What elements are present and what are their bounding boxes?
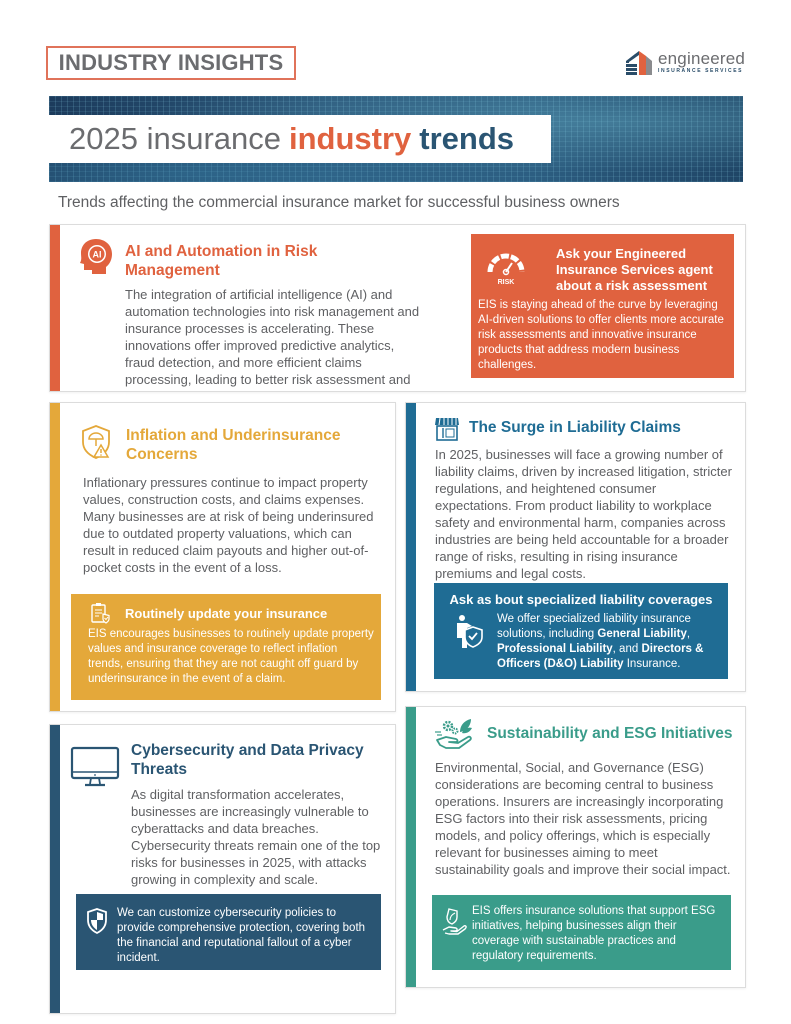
- card-accent-bar: [406, 707, 416, 987]
- liability-callout-title: Ask as bout specialized liability covera…: [449, 592, 713, 607]
- esg-solutions-callout: [432, 895, 731, 970]
- update-callout-body: EIS encourages businesses to routinely u…: [88, 628, 374, 685]
- esg-section-body: Environmental, Social, and Governance (E…: [435, 760, 731, 877]
- general-liability-label: General Liability: [597, 628, 687, 640]
- industry-insights-badge: INDUSTRY INSIGHTS: [46, 46, 296, 80]
- cyber-policy-callout: [76, 894, 381, 970]
- card-accent-bar: [50, 225, 60, 391]
- title-plain: 2025 insurance: [69, 121, 281, 156]
- do-liability-label: Directors & Officers (D&O) Liability: [497, 643, 704, 670]
- logo-house-icon: [626, 51, 652, 75]
- hand-gears-leaves-icon: [435, 719, 472, 749]
- update-insurance-callout: [71, 594, 381, 700]
- cyber-section-body: As digital transformation accelerates, b…: [131, 787, 381, 887]
- esg-callout-body: EIS offers insurance solutions that supp…: [472, 905, 716, 962]
- ai-section-body: The integration of artificial intelligen…: [125, 287, 420, 387]
- cyber-callout-body: We can customize cybersecurity policies …: [117, 907, 366, 964]
- storefront-icon: [435, 417, 459, 441]
- card-accent-bar: [50, 725, 60, 1013]
- shield-umbrella-warning-icon: [82, 425, 110, 459]
- card-accent-bar: [406, 403, 416, 691]
- engineered-insurance-logo: engineered INSURANCE SERVICES: [624, 48, 750, 76]
- inflation-section-body: Inflationary pressures continue to impac…: [83, 475, 374, 575]
- shield-icon: [87, 908, 107, 934]
- monitor-icon: [70, 746, 120, 787]
- hand-leaf-icon: [442, 908, 467, 935]
- svg-text:RISK: RISK: [498, 279, 515, 286]
- update-callout-title: Routinely update your insurance: [125, 606, 328, 621]
- svg-text:AI: AI: [93, 250, 102, 260]
- inflation-section-title: Inflation and Underinsurance Concerns: [126, 427, 341, 463]
- page-subtitle: Trends affecting the commercial insuranc…: [58, 194, 620, 211]
- page-title: 2025 insurance industry trends: [49, 115, 551, 163]
- esg-section-title: Sustainability and ESG Initiatives: [487, 725, 733, 742]
- logo-wordmark: engineered: [658, 49, 746, 68]
- logo-subtitle: INSURANCE SERVICES: [658, 68, 744, 74]
- person-shield-icon: [457, 615, 483, 648]
- risk-callout-title: Ask your Engineered Insurance Services a…: [556, 246, 713, 293]
- title-dark: trends: [419, 121, 515, 156]
- card-accent-bar: [50, 403, 60, 711]
- cyber-section-title: Cybersecurity and Data Privacy Threats: [131, 742, 364, 778]
- clipboard-check-icon: [91, 603, 110, 624]
- ai-brain-icon: AI: [80, 239, 112, 274]
- risk-callout-body: EIS is staying ahead of the curve by lev…: [478, 299, 724, 371]
- title-accent: industry: [289, 121, 412, 156]
- professional-liability-label: Professional Liability: [497, 643, 613, 655]
- risk-gauge-icon: RISK: [487, 253, 525, 286]
- liability-callout-body: We offer specialized liability insurance…: [497, 613, 704, 670]
- liability-section-title: The Surge in Liability Claims: [469, 419, 681, 436]
- ai-section-title: AI and Automation in Risk Management: [125, 243, 318, 279]
- liability-section-body: In 2025, businesses will face a growing …: [435, 447, 732, 581]
- liability-coverages-callout: [434, 583, 728, 679]
